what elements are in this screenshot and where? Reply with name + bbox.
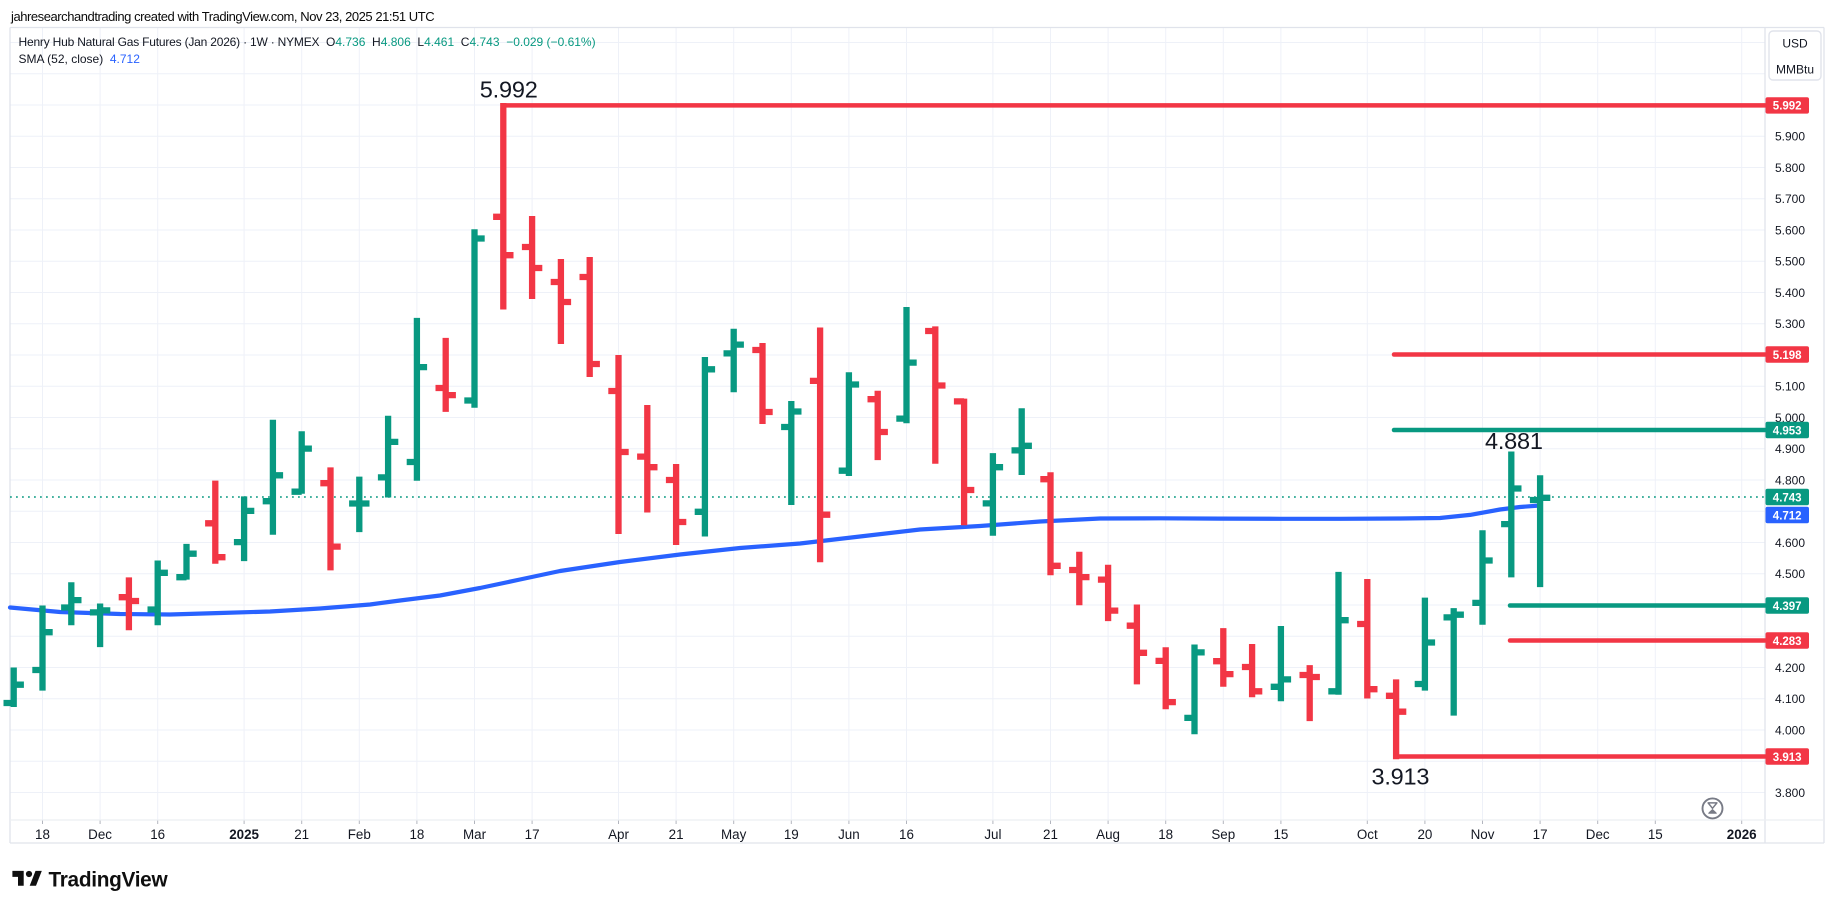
svg-text:Dec: Dec <box>88 827 112 842</box>
svg-text:17: 17 <box>525 827 540 842</box>
svg-text:16: 16 <box>899 827 914 842</box>
svg-text:16: 16 <box>150 827 165 842</box>
svg-text:2025: 2025 <box>229 827 259 842</box>
svg-text:5.992: 5.992 <box>480 77 538 103</box>
svg-text:TradingView: TradingView <box>49 869 169 892</box>
svg-text:Apr: Apr <box>608 827 629 842</box>
svg-text:4.600: 4.600 <box>1775 536 1805 550</box>
svg-text:Nov: Nov <box>1471 827 1495 842</box>
svg-text:Jun: Jun <box>838 827 860 842</box>
svg-text:5.300: 5.300 <box>1775 317 1805 331</box>
svg-text:4.500: 4.500 <box>1775 567 1805 581</box>
svg-text:5.992: 5.992 <box>1773 101 1802 113</box>
svg-text:4.397: 4.397 <box>1773 601 1802 613</box>
svg-text:Dec: Dec <box>1586 827 1610 842</box>
svg-text:4.712: 4.712 <box>1773 510 1802 522</box>
svg-text:Sep: Sep <box>1211 827 1235 842</box>
svg-text:4.283: 4.283 <box>1773 636 1802 648</box>
svg-text:3.800: 3.800 <box>1775 786 1805 800</box>
svg-text:4.100: 4.100 <box>1775 692 1805 706</box>
svg-text:Aug: Aug <box>1096 827 1120 842</box>
svg-text:5.800: 5.800 <box>1775 161 1805 175</box>
svg-text:21: 21 <box>294 827 309 842</box>
svg-text:Oct: Oct <box>1357 827 1378 842</box>
svg-text:5.100: 5.100 <box>1775 380 1805 394</box>
svg-text:2026: 2026 <box>1727 827 1757 842</box>
svg-text:Jul: Jul <box>984 827 1001 842</box>
svg-text:19: 19 <box>784 827 799 842</box>
svg-text:4.743: 4.743 <box>1773 492 1802 504</box>
svg-text:5.500: 5.500 <box>1775 255 1805 269</box>
svg-text:MMBtu: MMBtu <box>1776 63 1814 77</box>
svg-text:18: 18 <box>35 827 50 842</box>
svg-text:3.913: 3.913 <box>1371 764 1429 790</box>
svg-text:21: 21 <box>1043 827 1058 842</box>
svg-text:4.000: 4.000 <box>1775 723 1805 737</box>
svg-text:5.600: 5.600 <box>1775 223 1805 237</box>
svg-text:4.800: 4.800 <box>1775 473 1805 487</box>
svg-text:4.200: 4.200 <box>1775 661 1805 675</box>
svg-text:18: 18 <box>409 827 424 842</box>
svg-text:Mar: Mar <box>463 827 487 842</box>
svg-text:4.900: 4.900 <box>1775 442 1805 456</box>
svg-text:3.913: 3.913 <box>1773 752 1802 764</box>
svg-text:4.953: 4.953 <box>1773 425 1802 437</box>
svg-text:Feb: Feb <box>348 827 371 842</box>
svg-text:18: 18 <box>1158 827 1173 842</box>
svg-text:4.881: 4.881 <box>1485 428 1543 454</box>
svg-text:20: 20 <box>1417 827 1432 842</box>
svg-text:21: 21 <box>669 827 684 842</box>
svg-text:5.900: 5.900 <box>1775 130 1805 144</box>
svg-text:17: 17 <box>1533 827 1548 842</box>
svg-text:15: 15 <box>1273 827 1288 842</box>
svg-text:5.000: 5.000 <box>1775 411 1805 425</box>
svg-text:May: May <box>721 827 747 842</box>
svg-text:5.198: 5.198 <box>1773 350 1802 362</box>
svg-text:15: 15 <box>1648 827 1663 842</box>
svg-text:USD: USD <box>1782 37 1808 51</box>
svg-text:5.700: 5.700 <box>1775 192 1805 206</box>
svg-text:5.400: 5.400 <box>1775 286 1805 300</box>
